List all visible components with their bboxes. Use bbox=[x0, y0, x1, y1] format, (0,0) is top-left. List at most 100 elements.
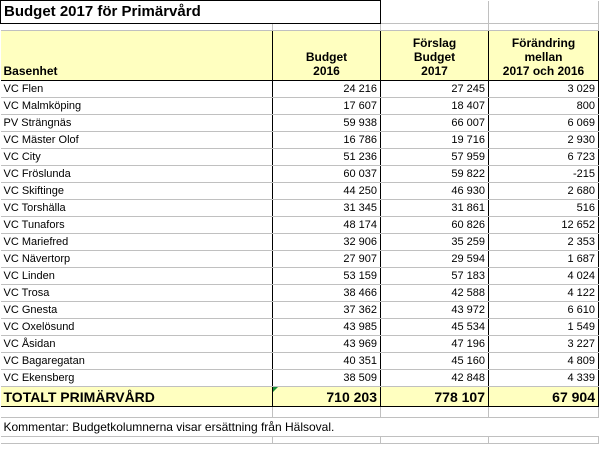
forandring-cell[interactable]: 800 bbox=[488, 97, 599, 115]
empty-cell[interactable] bbox=[488, 0, 599, 24]
empty-cell[interactable] bbox=[380, 436, 489, 444]
budget-2016-cell[interactable]: 38 466 bbox=[272, 284, 381, 302]
forslag-2017-cell[interactable]: 60 826 bbox=[380, 216, 489, 234]
comment-text[interactable]: Kommentar: Budgetkolumnerna visar ersätt… bbox=[0, 417, 599, 437]
forslag-2017-cell[interactable]: 57 959 bbox=[380, 148, 489, 166]
budget-2016-cell[interactable]: 16 786 bbox=[272, 131, 381, 149]
basenhet-cell[interactable]: VC Nävertorp bbox=[0, 250, 273, 268]
budget-2016-cell[interactable]: 31 345 bbox=[272, 199, 381, 217]
empty-cell[interactable] bbox=[0, 23, 273, 31]
forslag-2017-cell[interactable]: 35 259 bbox=[380, 233, 489, 251]
forslag-2017-cell[interactable]: 46 930 bbox=[380, 182, 489, 200]
budget-2016-cell[interactable]: 40 351 bbox=[272, 352, 381, 370]
basenhet-cell[interactable]: VC Torshälla bbox=[0, 199, 273, 217]
forandring-cell[interactable]: 1 687 bbox=[488, 250, 599, 268]
budget-2016-cell[interactable]: 53 159 bbox=[272, 267, 381, 285]
forandring-cell[interactable]: -215 bbox=[488, 165, 599, 183]
basenhet-cell[interactable]: VC Åsidan bbox=[0, 335, 273, 353]
basenhet-cell[interactable]: VC Bagaregatan bbox=[0, 352, 273, 370]
basenhet-cell[interactable]: VC Gnesta bbox=[0, 301, 273, 319]
total-label[interactable]: TOTALT PRIMÄRVÅRD bbox=[0, 386, 273, 407]
basenhet-cell[interactable]: VC Mariefred bbox=[0, 233, 273, 251]
forandring-cell[interactable]: 6 610 bbox=[488, 301, 599, 319]
empty-cell[interactable] bbox=[380, 23, 489, 31]
forandring-cell[interactable]: 3 029 bbox=[488, 80, 599, 98]
forandring-cell[interactable]: 4 339 bbox=[488, 369, 599, 387]
total-forandring[interactable]: 67 904 bbox=[488, 386, 599, 407]
header-line: Budget bbox=[305, 50, 348, 64]
empty-cell[interactable] bbox=[380, 0, 489, 24]
forandring-cell[interactable]: 3 227 bbox=[488, 335, 599, 353]
basenhet-cell[interactable]: VC Linden bbox=[0, 267, 273, 285]
budget-2016-cell[interactable]: 37 362 bbox=[272, 301, 381, 319]
budget-2016-cell[interactable]: 44 250 bbox=[272, 182, 381, 200]
budget-2016-cell[interactable]: 43 969 bbox=[272, 335, 381, 353]
forandring-cell[interactable]: 6 723 bbox=[488, 148, 599, 166]
forslag-2017-cell[interactable]: 42 848 bbox=[380, 369, 489, 387]
forslag-2017-cell[interactable]: 59 822 bbox=[380, 165, 489, 183]
budget-2016-cell[interactable]: 27 907 bbox=[272, 250, 381, 268]
forandring-cell[interactable]: 4 122 bbox=[488, 284, 599, 302]
empty-cell[interactable] bbox=[380, 406, 489, 418]
empty-cell[interactable] bbox=[272, 23, 381, 31]
forslag-2017-cell[interactable]: 43 972 bbox=[380, 301, 489, 319]
table-row: VC Tunafors 48 174 60 826 12 652 bbox=[0, 216, 599, 234]
header-budget-2016[interactable]: Budget 2016 bbox=[272, 30, 381, 81]
forslag-2017-cell[interactable]: 18 407 bbox=[380, 97, 489, 115]
budget-2016-cell[interactable]: 59 938 bbox=[272, 114, 381, 132]
forslag-2017-cell[interactable]: 45 160 bbox=[380, 352, 489, 370]
budget-2016-cell[interactable]: 43 985 bbox=[272, 318, 381, 336]
header-basenhet[interactable]: Basenhet bbox=[0, 30, 273, 81]
forslag-2017-cell[interactable]: 45 534 bbox=[380, 318, 489, 336]
header-forandring[interactable]: Förändring mellan 2017 och 2016 bbox=[488, 30, 599, 81]
header-line: 2016 bbox=[313, 64, 340, 78]
basenhet-cell[interactable]: VC Oxelösund bbox=[0, 318, 273, 336]
empty-cell[interactable] bbox=[0, 436, 273, 444]
empty-cell[interactable] bbox=[0, 406, 273, 418]
table-row: VC Skiftinge 44 250 46 930 2 680 bbox=[0, 182, 599, 200]
empty-cell[interactable] bbox=[488, 23, 599, 31]
basenhet-cell[interactable]: VC Skiftinge bbox=[0, 182, 273, 200]
forslag-2017-cell[interactable]: 66 007 bbox=[380, 114, 489, 132]
forandring-cell[interactable]: 2 680 bbox=[488, 182, 599, 200]
forslag-2017-cell[interactable]: 31 861 bbox=[380, 199, 489, 217]
empty-cell[interactable] bbox=[488, 436, 599, 444]
forandring-cell[interactable]: 12 652 bbox=[488, 216, 599, 234]
basenhet-cell[interactable]: VC Flen bbox=[0, 80, 273, 98]
empty-cell[interactable] bbox=[272, 436, 381, 444]
forslag-2017-cell[interactable]: 47 196 bbox=[380, 335, 489, 353]
total-budget-2016[interactable]: 710 203 bbox=[272, 386, 381, 407]
basenhet-cell[interactable]: VC Trosa bbox=[0, 284, 273, 302]
total-forslag-2017[interactable]: 778 107 bbox=[380, 386, 489, 407]
sheet-title[interactable]: Budget 2017 för Primärvård bbox=[0, 0, 381, 24]
budget-2016-cell[interactable]: 60 037 bbox=[272, 165, 381, 183]
budget-2016-cell[interactable]: 17 607 bbox=[272, 97, 381, 115]
basenhet-cell[interactable]: PV Strängnäs bbox=[0, 114, 273, 132]
basenhet-cell[interactable]: VC Ekensberg bbox=[0, 369, 273, 387]
forandring-cell[interactable]: 2 930 bbox=[488, 131, 599, 149]
budget-2016-cell[interactable]: 51 236 bbox=[272, 148, 381, 166]
forandring-cell[interactable]: 516 bbox=[488, 199, 599, 217]
basenhet-cell[interactable]: VC Mäster Olof bbox=[0, 131, 273, 149]
budget-2016-cell[interactable]: 32 906 bbox=[272, 233, 381, 251]
header-forslag-2017[interactable]: Förslag Budget 2017 bbox=[380, 30, 489, 81]
budget-2016-cell[interactable]: 24 216 bbox=[272, 80, 381, 98]
basenhet-cell[interactable]: VC City bbox=[0, 148, 273, 166]
forandring-cell[interactable]: 2 353 bbox=[488, 233, 599, 251]
forslag-2017-cell[interactable]: 27 245 bbox=[380, 80, 489, 98]
forandring-cell[interactable]: 1 549 bbox=[488, 318, 599, 336]
budget-2016-cell[interactable]: 48 174 bbox=[272, 216, 381, 234]
forandring-cell[interactable]: 4 024 bbox=[488, 267, 599, 285]
basenhet-cell[interactable]: VC Fröslunda bbox=[0, 165, 273, 183]
forslag-2017-cell[interactable]: 29 594 bbox=[380, 250, 489, 268]
forandring-cell[interactable]: 4 809 bbox=[488, 352, 599, 370]
basenhet-cell[interactable]: VC Tunafors bbox=[0, 216, 273, 234]
forslag-2017-cell[interactable]: 57 183 bbox=[380, 267, 489, 285]
basenhet-cell[interactable]: VC Malmköping bbox=[0, 97, 273, 115]
forslag-2017-cell[interactable]: 19 716 bbox=[380, 131, 489, 149]
empty-cell[interactable] bbox=[488, 406, 599, 418]
forandring-cell[interactable]: 6 069 bbox=[488, 114, 599, 132]
empty-cell[interactable] bbox=[272, 406, 381, 418]
budget-2016-cell[interactable]: 38 509 bbox=[272, 369, 381, 387]
forslag-2017-cell[interactable]: 42 588 bbox=[380, 284, 489, 302]
